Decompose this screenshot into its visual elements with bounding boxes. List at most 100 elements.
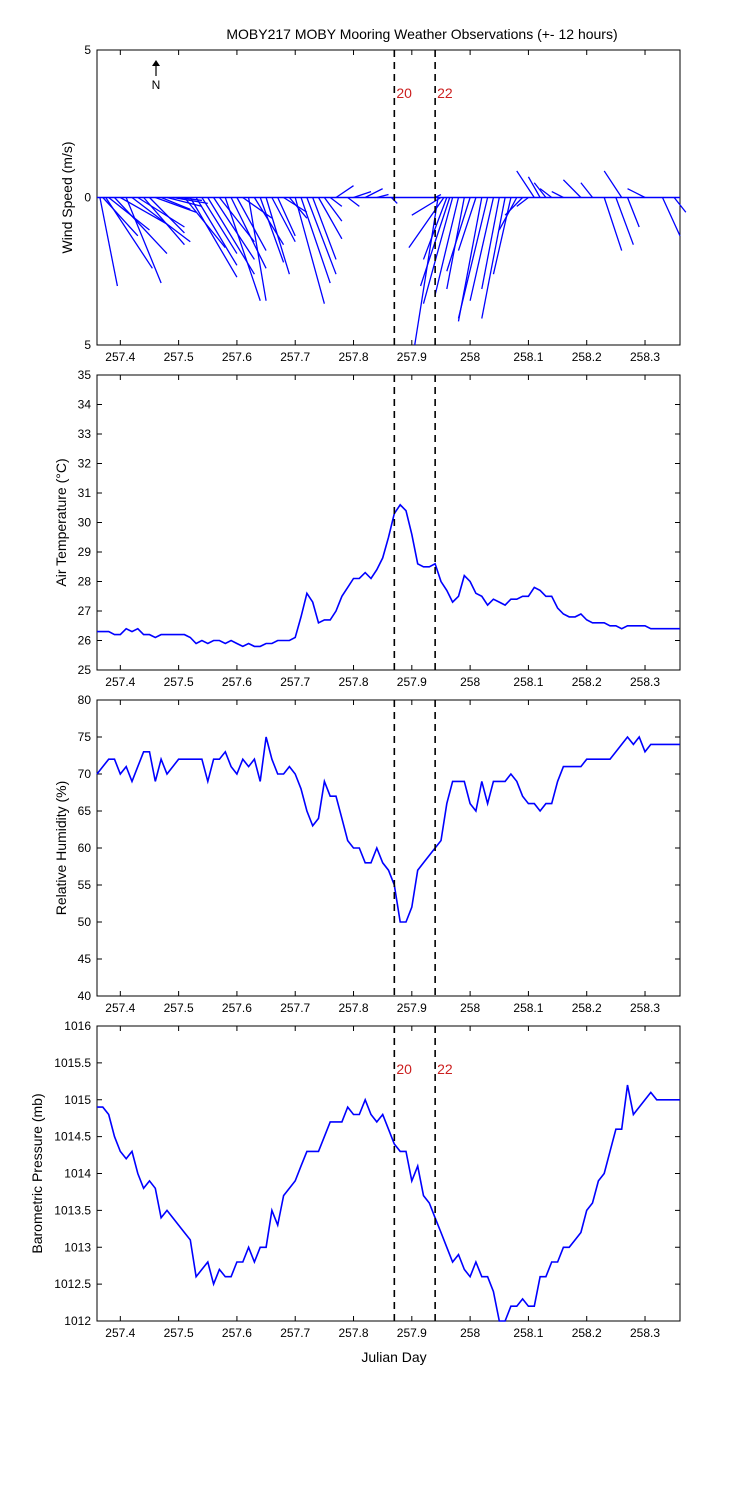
wind-vector	[294, 197, 325, 304]
wind-vector	[414, 197, 439, 346]
x-tick-label: 258.1	[513, 1001, 543, 1015]
wind-vector	[422, 197, 454, 304]
wind-vector	[306, 197, 337, 275]
wind-vector	[469, 197, 495, 301]
x-tick-label: 258.2	[572, 350, 602, 364]
x-tick-label: 257.9	[397, 675, 427, 689]
wind-vector	[492, 197, 512, 275]
y-axis-label: Barometric Pressure (mb)	[29, 1093, 45, 1253]
x-tick-label: 258.3	[630, 1001, 660, 1015]
x-tick-label: 258.1	[513, 1326, 543, 1340]
wind-vector	[627, 188, 646, 199]
x-tick-label: 257.9	[397, 1001, 427, 1015]
event-marker-label: 22	[437, 1061, 453, 1077]
wind-vector	[527, 176, 541, 198]
x-axis-label: Julian Day	[361, 1349, 426, 1365]
x-tick-label: 258.2	[572, 675, 602, 689]
north-arrow-icon	[152, 60, 160, 76]
panel-4: 257.4 257.5 257.6 257.7 257.8 257.9 258 258.1 25…	[29, 1019, 681, 1340]
wind-vector	[102, 197, 139, 237]
y-tick-label: 45	[78, 952, 92, 966]
wind-vector	[408, 197, 445, 249]
y-tick-label: 1013.5	[54, 1203, 91, 1217]
x-tick-label: 257.4	[105, 675, 135, 689]
axes-box	[96, 1025, 681, 1322]
wind-vector	[551, 191, 564, 199]
wind-vector	[172, 196, 208, 205]
wind-vector	[189, 197, 238, 278]
wind-vector	[615, 197, 634, 245]
wind-vector	[580, 182, 594, 198]
panel-3: 257.4 257.5 257.6 257.7 257.8 257.9 258 258.1 25…	[53, 693, 681, 1015]
wind-vector	[213, 197, 255, 260]
wind-vector	[271, 197, 296, 243]
y-tick-label: 34	[78, 398, 92, 412]
wind-vector	[533, 182, 547, 198]
wind-vector	[498, 197, 518, 231]
axes-box	[96, 374, 681, 671]
wind-vector	[155, 196, 197, 213]
y-tick-label: 1012	[64, 1314, 91, 1328]
y-tick-label: 33	[78, 427, 92, 441]
wind-vector	[457, 197, 489, 319]
wind-vector	[419, 197, 451, 287]
x-tick-label: 257.6	[222, 1326, 252, 1340]
y-tick-label: 1015.5	[54, 1056, 91, 1070]
x-tick-label: 257.8	[339, 1326, 369, 1340]
wind-vector	[481, 197, 506, 319]
y-tick-label: 50	[78, 915, 92, 929]
wind-vector	[446, 197, 471, 272]
event-marker-label: 20	[396, 1061, 412, 1077]
x-tick-label: 257.7	[280, 350, 310, 364]
axes-box	[96, 699, 681, 997]
wind-vector	[335, 185, 354, 199]
y-tick-label: 70	[78, 767, 92, 781]
event-marker-label: 20	[396, 85, 412, 101]
wind-vector	[114, 197, 168, 254]
x-tick-label: 257.5	[164, 1326, 194, 1340]
wind-vector	[626, 197, 640, 228]
y-tick-label: 1012.5	[54, 1277, 91, 1291]
north-label: N	[152, 78, 161, 92]
y-tick-label: 30	[78, 516, 92, 530]
x-tick-label: 258.2	[572, 1326, 602, 1340]
x-tick-label: 257.7	[280, 1326, 310, 1340]
x-tick-label: 257.9	[397, 350, 427, 364]
y-tick-label: 80	[78, 693, 92, 707]
x-tick-label: 258	[460, 350, 480, 364]
y-tick-label: 55	[78, 878, 92, 892]
event-marker-label: 22	[437, 85, 453, 101]
y-tick-label: 26	[78, 634, 92, 648]
wind-vector	[422, 197, 448, 260]
wind-vector	[661, 197, 681, 237]
y-tick-label: 28	[78, 575, 92, 589]
y-tick-label: 25	[78, 663, 92, 677]
panel-1: 257.4 257.5 257.6 257.7 257.8 257.9 258 258.1 25…	[59, 43, 687, 364]
wind-vector	[300, 197, 331, 284]
x-tick-label: 257.7	[280, 675, 310, 689]
y-tick-label: 5	[84, 43, 91, 57]
wind-vector	[195, 197, 238, 266]
data-line	[96, 735, 680, 923]
y-tick-label: 1013	[64, 1240, 91, 1254]
wind-vector	[329, 196, 343, 207]
wind-vector	[323, 197, 343, 222]
x-tick-label: 257.6	[222, 675, 252, 689]
wind-vector	[312, 197, 337, 260]
y-tick-label: 29	[78, 545, 92, 559]
wind-vector	[353, 190, 372, 199]
wind-vector	[224, 197, 261, 301]
wind-vector	[236, 197, 267, 251]
wind-vector	[277, 197, 296, 237]
wind-vector	[230, 197, 267, 269]
wind-vector	[149, 197, 185, 234]
wind-vector	[317, 197, 343, 240]
y-tick-label: 40	[78, 989, 92, 1003]
y-tick-label: 35	[78, 368, 92, 382]
wind-vector	[166, 196, 203, 207]
wind-vector	[364, 188, 383, 199]
wind-vector	[481, 197, 500, 290]
x-tick-label: 258	[460, 675, 480, 689]
x-tick-label: 257.7	[280, 1001, 310, 1015]
wind-vector	[247, 197, 267, 301]
